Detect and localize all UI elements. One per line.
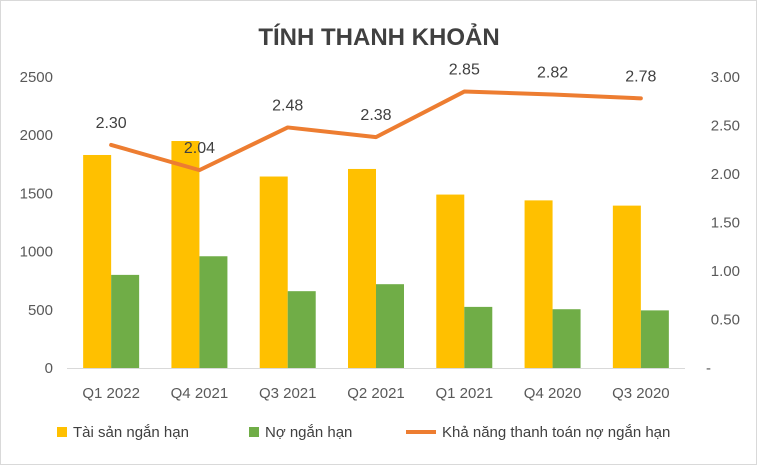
line-data-label: 2.30: [96, 115, 127, 132]
bar: [83, 154, 112, 368]
x-tick-label: Q4 2021: [171, 385, 229, 402]
line-series: [109, 89, 643, 173]
x-tick-label: Q1 2021: [436, 385, 494, 402]
legend-swatch: [249, 427, 259, 437]
x-tick-label: Q3 2020: [612, 385, 670, 402]
bar: [199, 256, 228, 368]
y-left-tick-label: 2000: [20, 127, 53, 144]
legend-label: Khả năng thanh toán nợ ngắn hạn: [442, 424, 670, 441]
bar: [524, 200, 553, 368]
bar-layer: [83, 141, 669, 368]
bar: [464, 306, 493, 368]
y-left-tick-label: 1000: [20, 244, 53, 261]
y-right-tick-label: 0.50: [711, 312, 740, 329]
y-right-tick-label: 3.00: [711, 69, 740, 86]
axes-layer: Q1 2022 Q4 2021 Q3 2021 Q2 2021 Q1 2021 Q4 20…: [20, 69, 740, 402]
bar: [259, 176, 288, 368]
bar: [111, 274, 140, 368]
y-left-tick-label: 2500: [20, 69, 53, 86]
y-right-tick-label: 1.00: [711, 263, 740, 280]
y-right-tick-label: 2.50: [711, 118, 740, 135]
line-data-label: 2.85: [449, 62, 480, 79]
y-left-tick-label: 1500: [20, 185, 53, 202]
y-right-tick-label: 2.00: [711, 166, 740, 183]
legend: Tài sản ngắn hạn Nợ ngắn hạn Khả năng than…: [57, 424, 670, 441]
bar: [552, 309, 581, 368]
chart-title: TÍNH THANH KHOẢN: [258, 22, 499, 51]
x-tick-label: Q3 2021: [259, 385, 317, 402]
bar: [640, 310, 669, 368]
y-left-tick-label: 0: [45, 360, 53, 377]
legend-label: Nợ ngắn hạn: [265, 424, 352, 441]
bar: [287, 291, 316, 368]
bar: [612, 205, 641, 368]
y-right-tick-label: -: [706, 360, 711, 377]
x-tick-label: Q4 2020: [524, 385, 582, 402]
line-data-label: 2.38: [360, 107, 391, 124]
y-right-tick-label: 1.50: [711, 215, 740, 232]
bar: [436, 194, 465, 368]
line-data-label: 2.78: [625, 68, 656, 85]
line-data-label: 2.48: [272, 97, 303, 114]
y-left-tick-label: 500: [28, 302, 53, 319]
legend-label: Tài sản ngắn hạn: [73, 424, 189, 441]
bar: [348, 168, 376, 368]
x-tick-label: Q1 2022: [82, 385, 140, 402]
line-data-label: 2.04: [184, 140, 215, 157]
line-data-label: 2.82: [537, 64, 568, 81]
legend-swatch: [57, 427, 67, 437]
x-tick-label: Q2 2021: [347, 385, 405, 402]
bar: [171, 141, 200, 368]
line-layer: 2.30 2.04 2.48 2.38 2.85 2.82 2.78: [96, 62, 657, 173]
bar: [376, 284, 404, 368]
